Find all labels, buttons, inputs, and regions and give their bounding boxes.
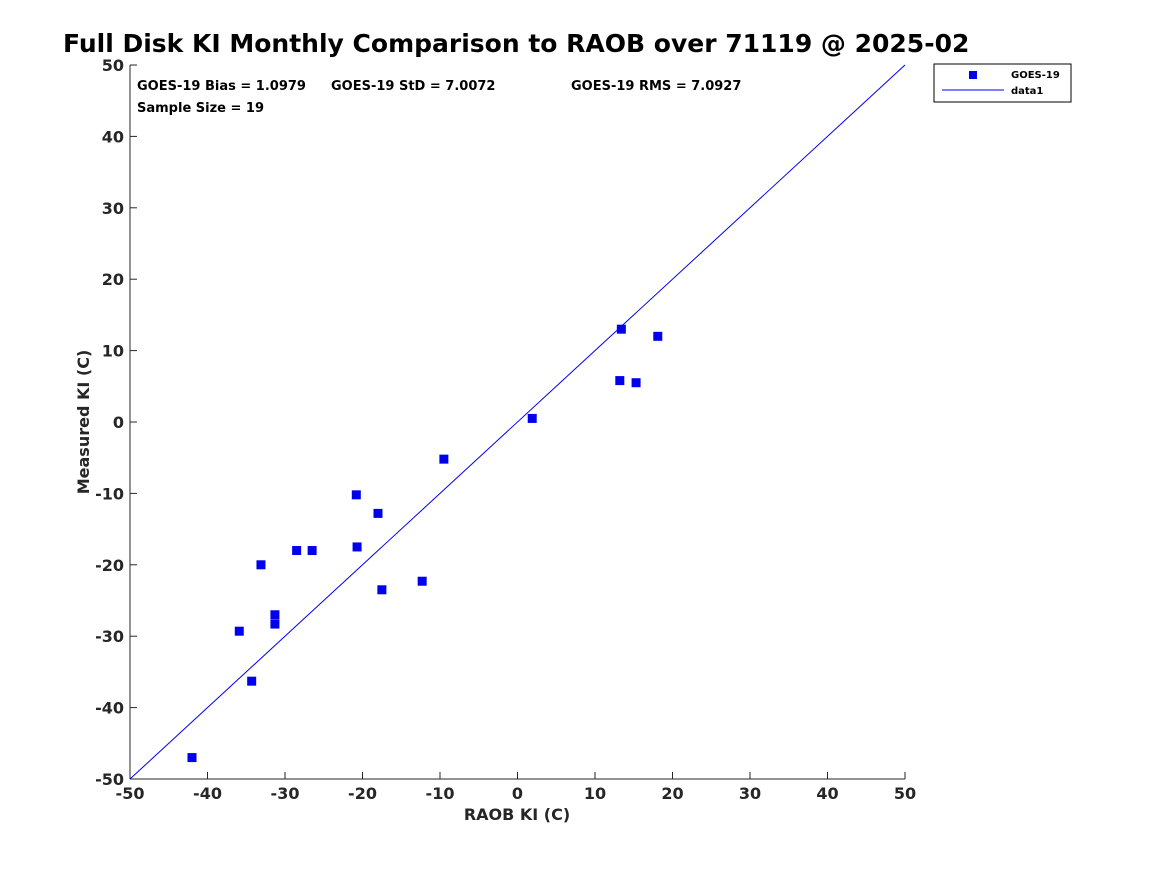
legend-label-data1: data1 [1011, 86, 1043, 97]
y-tick-label: -10 [95, 484, 124, 503]
data-point [439, 454, 449, 464]
data-point [247, 676, 257, 686]
x-tick-label: 20 [661, 784, 683, 803]
data-point [616, 324, 626, 334]
legend-marker-goes-19 [969, 71, 977, 79]
axis-ticks: -50 -40 -30 -20 -10 0 10 20 30 40 50 -50 -40 -30 -20 -1… [95, 56, 916, 803]
y-axis-label: Measured KI (C) [74, 350, 93, 495]
data-point [615, 376, 625, 386]
data-point [270, 619, 280, 629]
data-point [377, 585, 387, 595]
data-point [292, 546, 302, 556]
data-point [307, 546, 317, 556]
legend[interactable]: GOES-19 data1 [933, 63, 1072, 103]
x-tick-label: -20 [348, 784, 377, 803]
x-axis-label: RAOB KI (C) [464, 805, 570, 824]
sample-size-annotation: Sample Size = 19 [137, 101, 264, 116]
data-point [234, 626, 244, 636]
y-tick-label: 30 [102, 199, 124, 218]
y-tick-label: -50 [95, 770, 124, 789]
data-point [187, 753, 197, 763]
legend-label-goes-19: GOES-19 [1011, 70, 1060, 81]
data-point [256, 560, 266, 570]
data-point [351, 490, 361, 500]
y-tick-label: -20 [95, 556, 124, 575]
y-tick-label: -40 [95, 699, 124, 718]
y-tick-label: -30 [95, 627, 124, 646]
y-tick-label: 20 [102, 270, 124, 289]
chart-title: Full Disk KI Monthly Comparison to RAOB … [63, 29, 969, 58]
rms-annotation: GOES-19 RMS = 7.0927 [571, 79, 741, 94]
axes [129, 65, 905, 780]
std-annotation: GOES-19 StD = 7.0072 [331, 79, 495, 94]
x-tick-label: 50 [894, 784, 916, 803]
data-point [417, 576, 427, 586]
x-tick-label: -40 [193, 784, 222, 803]
x-tick-label: 10 [584, 784, 606, 803]
y-tick-label: 0 [113, 413, 124, 432]
x-tick-label: -10 [426, 784, 455, 803]
legend-box [933, 63, 1072, 103]
x-tick-label: 0 [512, 784, 523, 803]
y-tick-label: 40 [102, 127, 124, 146]
x-tick-label: 30 [739, 784, 761, 803]
y-tick-label: 10 [102, 342, 124, 361]
data-point [527, 413, 537, 423]
data-point [352, 542, 362, 552]
series-layer [129, 64, 906, 780]
x-tick-label: -50 [116, 784, 145, 803]
data-point [631, 378, 641, 388]
y-tick-label: 50 [102, 56, 124, 75]
data-point [653, 331, 663, 341]
data-point [373, 508, 383, 518]
x-tick-label: 40 [816, 784, 838, 803]
bias-annotation: GOES-19 Bias = 1.0979 [137, 79, 306, 94]
data-point [270, 610, 280, 620]
x-tick-label: -30 [271, 784, 300, 803]
reference-line-data1 [129, 64, 906, 780]
